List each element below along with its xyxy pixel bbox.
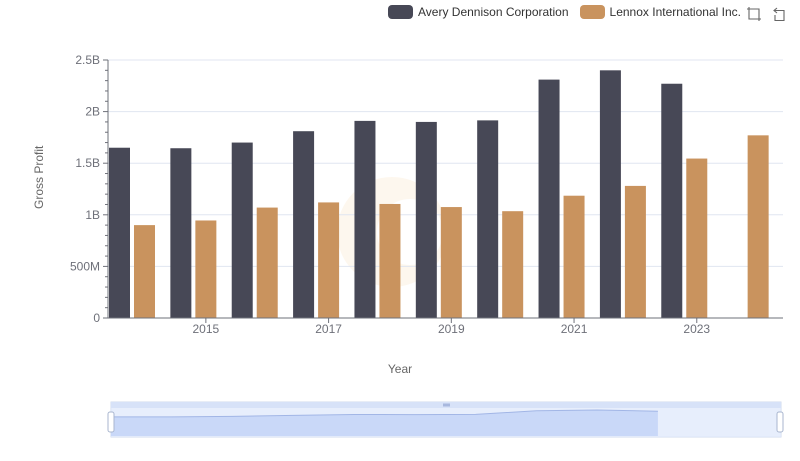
toolbox: [746, 6, 798, 22]
data-zoom-preview-line: [111, 409, 658, 418]
y-tick-label: 2B: [85, 105, 100, 119]
bar-lennox-2024[interactable]: [747, 135, 769, 318]
zoom-reset-icon[interactable]: [772, 6, 788, 22]
y-tick-label: 1B: [85, 208, 100, 222]
bar-avery-dennison-2020[interactable]: [477, 120, 499, 318]
bar-lennox-2021[interactable]: [563, 195, 585, 318]
bar-lennox-2018[interactable]: [379, 203, 401, 318]
bar-avery-dennison-2019[interactable]: [415, 121, 437, 318]
y-axis-title: Gross Profit: [32, 145, 46, 209]
legend-label-avery-dennison: Avery Dennison Corporation: [418, 5, 569, 19]
bar-lennox-2022[interactable]: [624, 185, 646, 318]
x-tick-label: 2017: [315, 322, 342, 336]
bar-lennox-2016[interactable]: [256, 207, 278, 318]
bars: [109, 70, 769, 319]
legend-item-lennox[interactable]: Lennox International Inc.: [579, 5, 741, 19]
x-tick-label: 2015: [193, 322, 220, 336]
zoom-icon[interactable]: [746, 6, 762, 22]
data-zoom-grip[interactable]: [443, 403, 450, 407]
x-axis: 2015 2017 2019 2021 2023: [108, 317, 783, 336]
bar-avery-dennison-2017[interactable]: [293, 131, 315, 318]
bar-lennox-2020[interactable]: [502, 211, 524, 318]
bar-avery-dennison-2015[interactable]: [170, 148, 192, 318]
bar-avery-dennison-2023[interactable]: [661, 83, 683, 319]
y-tick-label: 500M: [70, 259, 100, 273]
legend-item-avery-dennison[interactable]: Avery Dennison Corporation: [388, 5, 569, 19]
bar-avery-dennison-2018[interactable]: [354, 120, 376, 318]
bar-lennox-2014[interactable]: [134, 225, 155, 318]
legend-swatch-lennox: [579, 5, 605, 19]
y-axis: 0 500M 1B 1.5B 2B 2.5B: [70, 53, 109, 325]
bar-lennox-2017[interactable]: [318, 202, 340, 318]
bar-avery-dennison-2016[interactable]: [231, 142, 253, 318]
data-zoom-slider[interactable]: [107, 401, 784, 438]
legend-label-lennox: Lennox International Inc.: [609, 5, 741, 19]
y-tick-label: 2.5B: [75, 53, 100, 67]
bar-lennox-2019[interactable]: [440, 207, 462, 318]
legend: Avery Dennison Corporation Lennox Intern…: [388, 3, 752, 21]
data-zoom-handle-left[interactable]: [107, 411, 115, 433]
data-zoom-handle-right[interactable]: [776, 411, 784, 433]
bar-avery-dennison-2022[interactable]: [599, 70, 621, 318]
bar-avery-dennison-2014[interactable]: [109, 147, 130, 318]
y-tick-label: 1.5B: [75, 156, 100, 170]
x-axis-title: Year: [387, 362, 413, 376]
x-tick-label: 2021: [561, 322, 588, 336]
bar-lennox-2015[interactable]: [195, 220, 217, 318]
bar-avery-dennison-2021[interactable]: [538, 79, 560, 318]
legend-swatch-avery-dennison: [388, 5, 413, 19]
x-tick-label: 2019: [438, 322, 465, 336]
y-tick-label: 0: [93, 311, 100, 325]
x-tick-label: 2023: [683, 322, 710, 336]
bar-lennox-2023[interactable]: [686, 158, 708, 318]
